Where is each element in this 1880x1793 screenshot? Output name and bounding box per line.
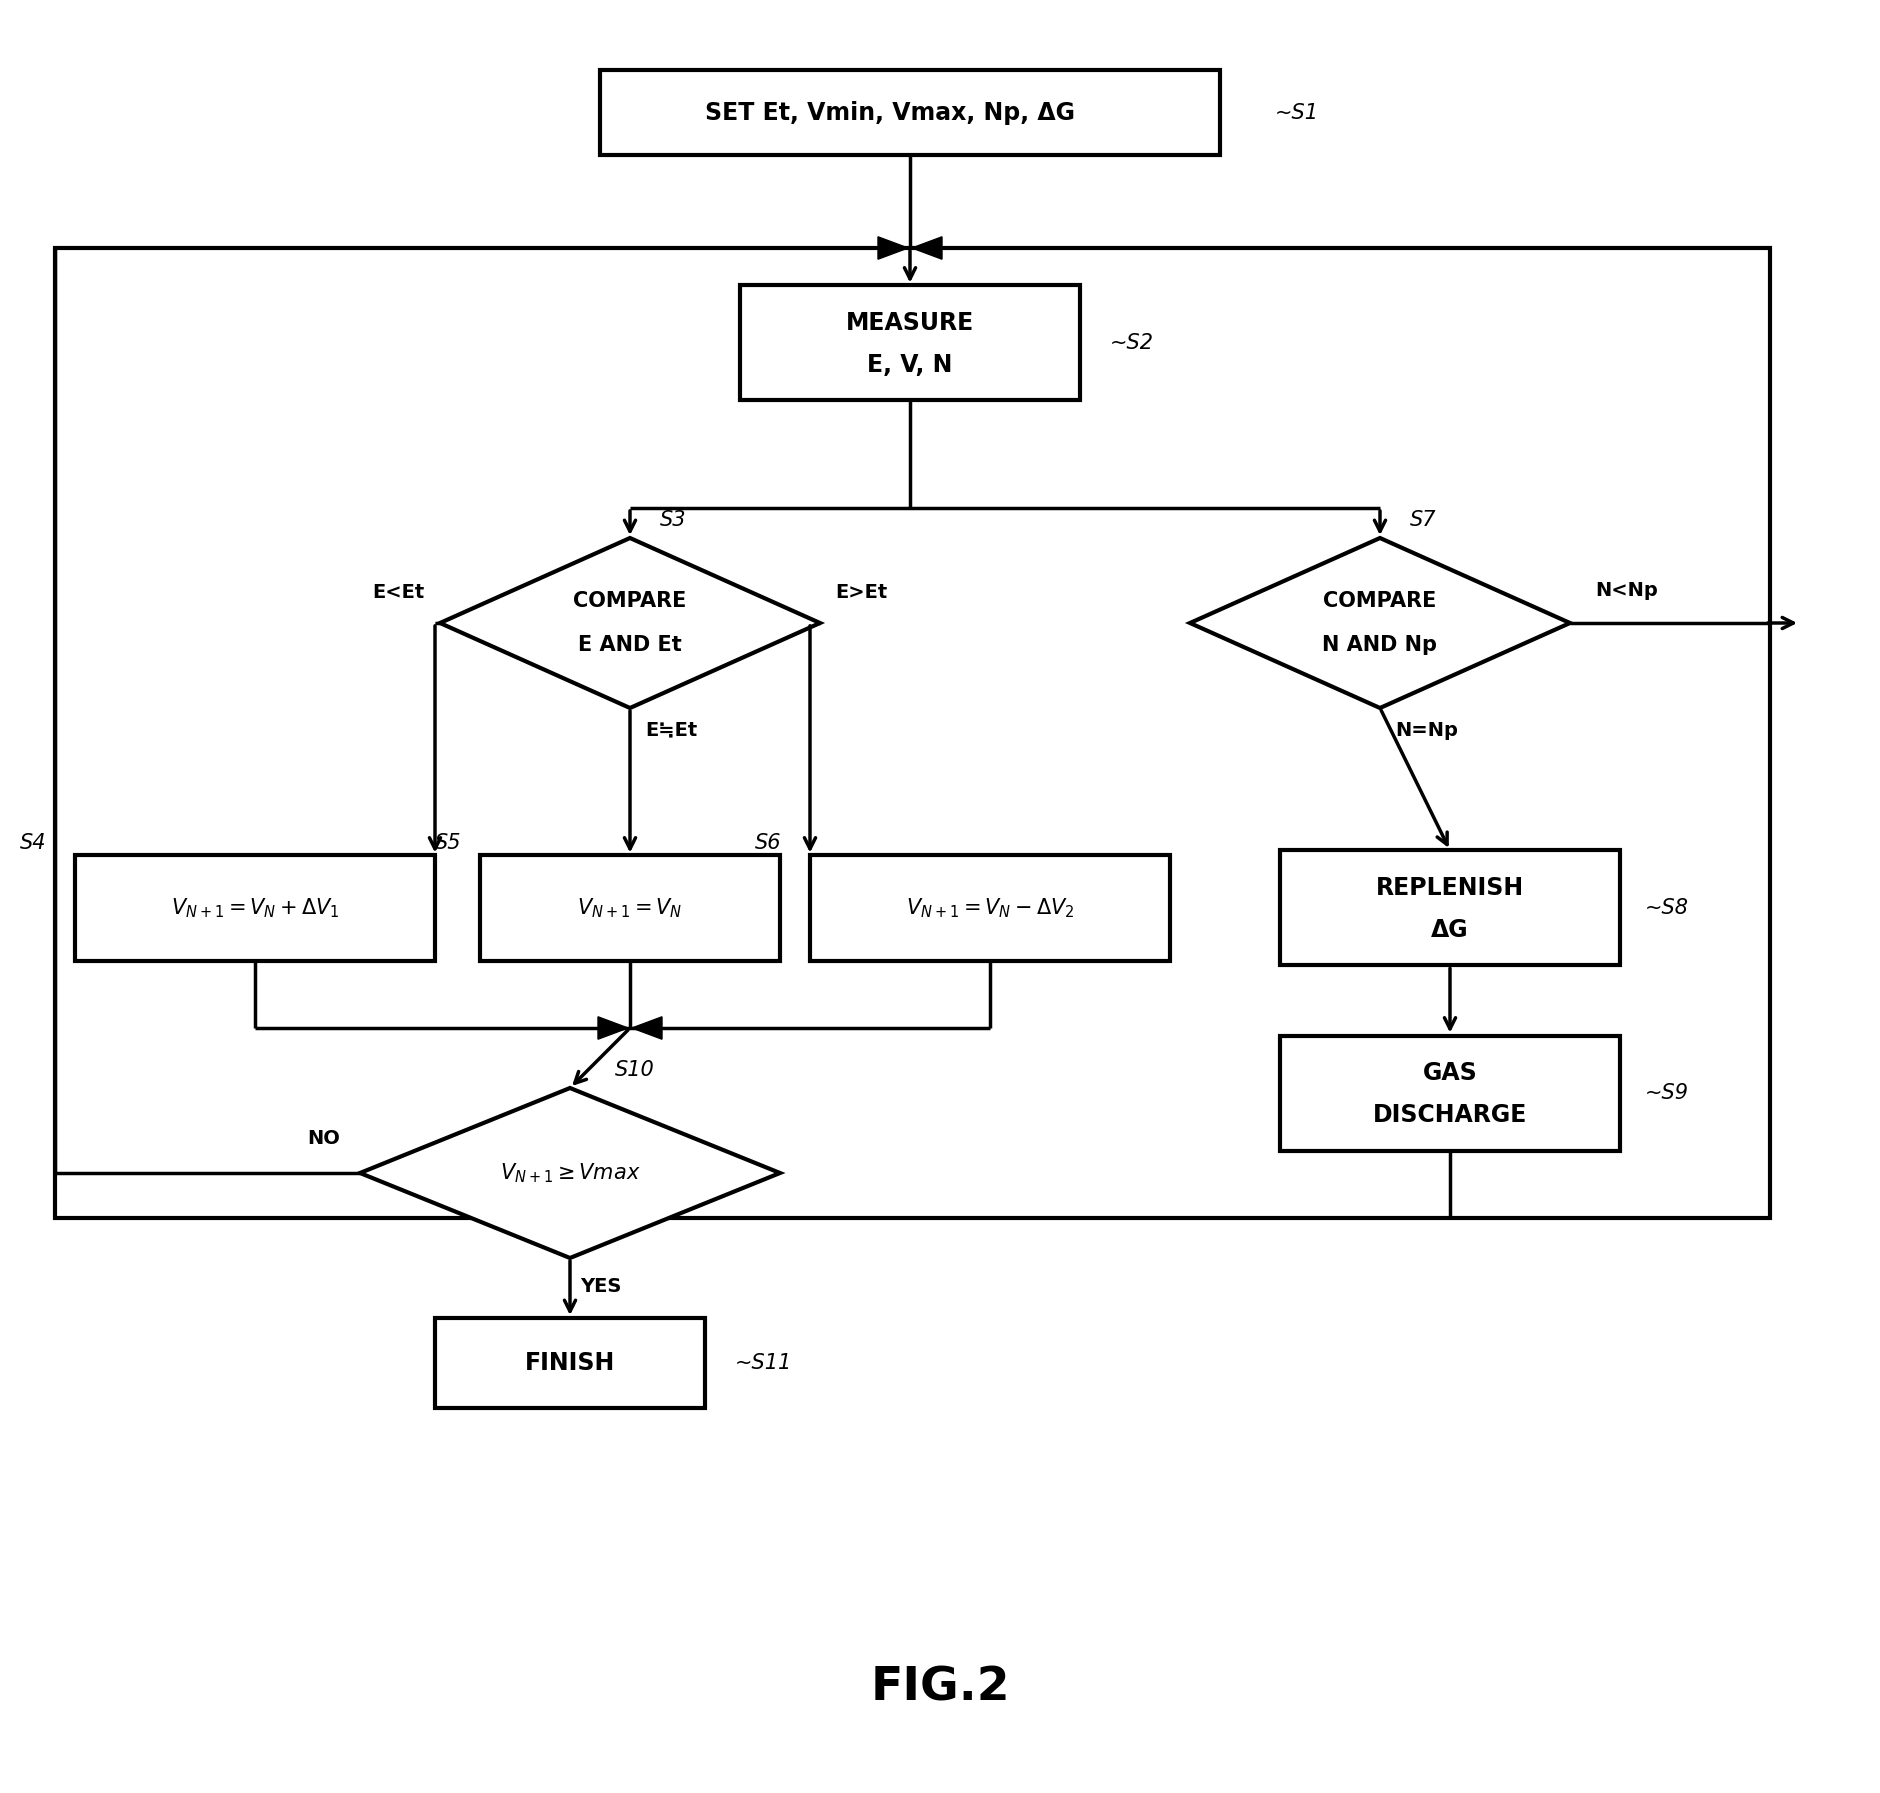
Polygon shape [632, 1017, 662, 1040]
Text: ΔG: ΔG [1431, 918, 1468, 941]
Bar [479, 855, 780, 961]
Text: REPLENISH: REPLENISH [1374, 877, 1523, 900]
Text: ~S9: ~S9 [1645, 1083, 1688, 1103]
Text: MEASURE: MEASURE [846, 310, 974, 335]
Bar [75, 855, 434, 961]
Text: COMPARE: COMPARE [1324, 592, 1436, 611]
Text: GAS: GAS [1421, 1061, 1476, 1085]
Text: ~S11: ~S11 [735, 1354, 791, 1373]
Text: COMPARE: COMPARE [573, 592, 686, 611]
Bar [810, 855, 1169, 961]
Text: S10: S10 [615, 1060, 654, 1079]
Text: E>Et: E>Et [835, 583, 887, 602]
Text: ~S2: ~S2 [1109, 333, 1154, 353]
Text: DISCHARGE: DISCHARGE [1372, 1103, 1527, 1128]
Text: FINISH: FINISH [525, 1350, 615, 1375]
Text: E<Et: E<Et [372, 583, 425, 602]
Text: S7: S7 [1410, 509, 1436, 531]
Text: $V_{N+1} = V_N + \Delta V_1$: $V_{N+1} = V_N + \Delta V_1$ [171, 896, 338, 920]
Bar [600, 70, 1220, 156]
Text: E AND Et: E AND Et [577, 635, 682, 654]
Text: E, V, N: E, V, N [867, 353, 951, 377]
Bar [739, 285, 1079, 400]
Text: SET Et, Vmin, Vmax, Np, ΔG: SET Et, Vmin, Vmax, Np, ΔG [705, 100, 1075, 126]
Text: N AND Np: N AND Np [1322, 635, 1436, 654]
Polygon shape [878, 237, 908, 260]
Polygon shape [598, 1017, 628, 1040]
Polygon shape [440, 538, 820, 708]
Text: S4: S4 [21, 834, 47, 853]
Text: $V_{N+1} = V_N$: $V_{N+1} = V_N$ [577, 896, 682, 920]
Text: ~S8: ~S8 [1645, 898, 1688, 918]
Text: ~S1: ~S1 [1275, 102, 1318, 124]
Polygon shape [359, 1088, 780, 1259]
Text: FIG.2: FIG.2 [870, 1666, 1010, 1711]
Text: S6: S6 [754, 834, 780, 853]
Text: S5: S5 [434, 834, 461, 853]
Text: YES: YES [579, 1277, 620, 1296]
Text: N=Np: N=Np [1395, 721, 1457, 739]
Bar [434, 1318, 705, 1408]
Text: E≒Et: E≒Et [645, 721, 697, 739]
Bar [1278, 850, 1619, 965]
Bar [1278, 1036, 1619, 1151]
Text: $V_{N+1} = V_N - \Delta V_2$: $V_{N+1} = V_N - \Delta V_2$ [906, 896, 1073, 920]
Text: N<Np: N<Np [1594, 581, 1656, 601]
Polygon shape [912, 237, 942, 260]
Polygon shape [1190, 538, 1570, 708]
Text: NO: NO [306, 1128, 340, 1148]
Bar [55, 247, 1769, 1217]
Text: $V_{N+1} \geq Vmax$: $V_{N+1} \geq Vmax$ [500, 1162, 639, 1185]
Text: S3: S3 [660, 509, 686, 531]
